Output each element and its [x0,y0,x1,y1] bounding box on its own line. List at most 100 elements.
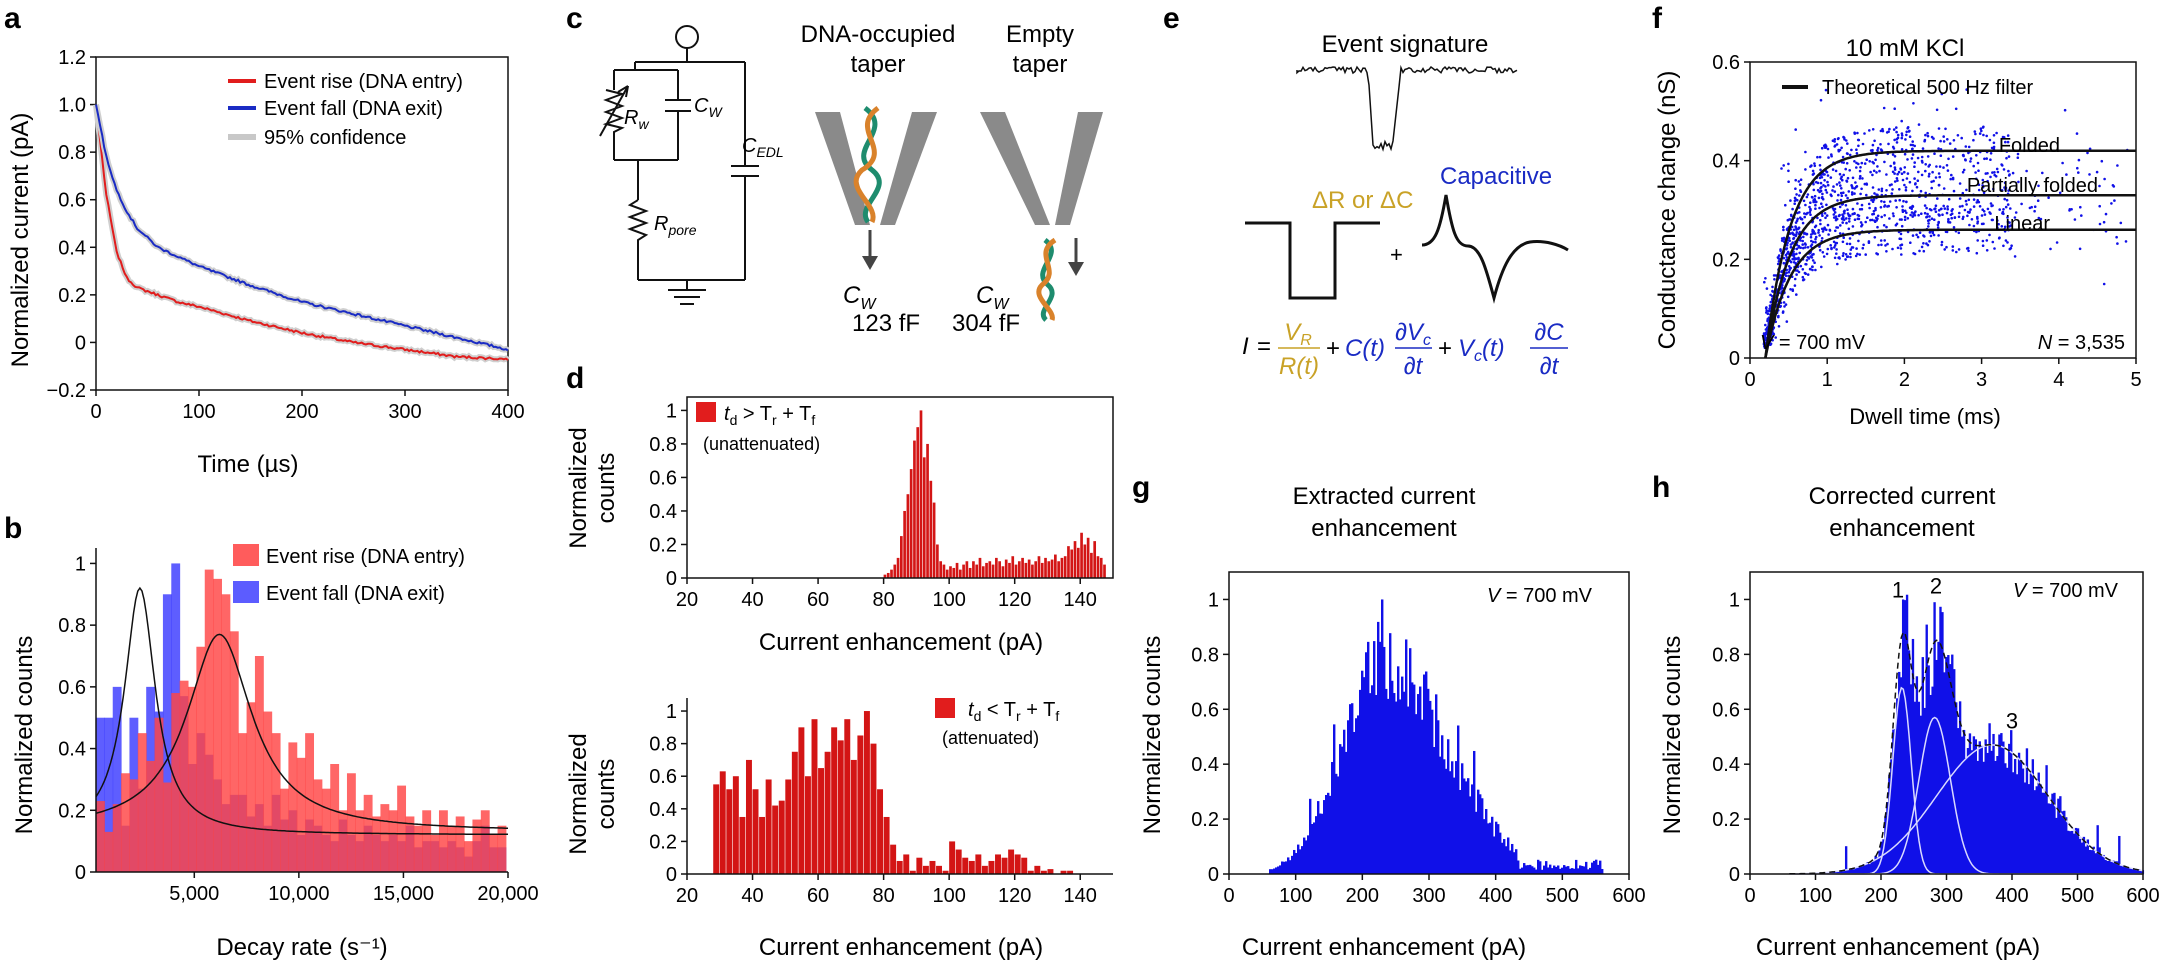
x-tick-label: 5 [2130,369,2141,391]
scatter-point [1824,88,1828,92]
scatter-point [1983,157,1986,161]
scatter-point [1836,226,1840,229]
histogram-bar [1559,868,1562,874]
histogram-bar [863,711,870,874]
eq-dt-2: ∂t [1540,353,1560,380]
scatter-point [1909,213,1912,217]
panel-h-bars [1825,594,2145,874]
scatter-point [1980,129,1983,133]
scatter-point [2014,211,2018,214]
scatter-point [1817,196,1821,200]
scatter-point [2006,241,2009,244]
scatter-point [1833,145,1836,148]
scatter-point [1877,188,1881,191]
histogram-bar [2006,767,2009,874]
histogram-bar [1361,670,1364,874]
scatter-point [1891,212,1895,215]
histogram-bar [1080,532,1083,578]
scatter-point [1991,204,1994,207]
scatter-point [1825,191,1829,194]
scatter-point [1848,169,1851,172]
histogram-bar [1001,566,1005,578]
histogram-bar [2021,768,2025,874]
histogram-bar [1415,714,1418,874]
scatter-point [2010,244,2013,247]
histogram-bar [1271,869,1274,874]
scatter-point [1996,226,1999,229]
histogram-bar [2045,765,2048,874]
histogram-bar [2033,790,2036,874]
histogram-bar [896,860,903,874]
scatter-point [1887,204,1890,208]
scatter-point [1853,192,1856,195]
histogram-bar [2139,870,2143,874]
scatter-point [1972,198,1976,201]
scatter-point [1853,212,1856,215]
scatter-point [1899,247,1903,250]
scatter-point [1982,133,1985,137]
scatter-point [1988,233,1991,237]
scatter-point [2011,171,2015,175]
scatter-point [1837,193,1840,197]
x-tick-label: 400 [491,401,524,423]
bar-rise [162,782,172,872]
histogram-bar [1307,835,1310,874]
scatter-point [2000,189,2004,192]
scatter-point [1978,205,1982,208]
scatter-point [1855,152,1859,155]
scatter-point [1809,255,1812,258]
histogram-bar [1960,736,1964,874]
bar-rise [355,810,365,872]
scatter-point [1996,170,2000,174]
histogram-bar [1843,871,1846,874]
histogram-bar [1295,853,1298,874]
dna-strand-a [1040,238,1055,322]
histogram-bar [919,410,923,578]
histogram-bar [1523,863,1526,874]
scatter-point [1934,176,1938,179]
histogram-bar [2029,773,2033,874]
histogram-bar [1397,666,1400,874]
scatter-point [1880,243,1883,247]
scatter-point [1985,249,1989,252]
histogram-bar [1939,606,1942,874]
scatter-point [1937,172,1941,175]
scatter-point [1858,177,1862,180]
histogram-bar [1008,562,1011,578]
scatter-point [2080,214,2083,217]
histogram-bar [1569,868,1572,874]
bar-rise [480,810,490,872]
panel-f-letter: f [1652,2,1663,35]
scatter-point [1821,195,1824,199]
scatter-point [1814,237,1817,241]
scatter-point [1766,319,1769,323]
histogram-bar [916,427,920,578]
scatter-point [1883,200,1886,204]
scatter-point [1997,222,2000,226]
scatter-point [1913,165,1916,168]
scatter-point [2098,184,2101,188]
scatter-point [1811,240,1815,244]
scatter-point [1871,160,1874,164]
histogram-bar [1345,751,1348,874]
histogram-bar [2051,793,2054,874]
histogram-bar [932,502,936,578]
histogram-bar [1945,657,1948,874]
histogram-bar [1491,816,1494,874]
scatter-point [1868,129,1871,132]
scatter-point [1860,187,1863,191]
panel-h-voltage: V = 700 mV [2013,580,2119,602]
histogram-bar [1357,715,1360,874]
scatter-point [2104,212,2108,216]
histogram-bar [903,510,906,578]
scatter-point [1892,162,1896,165]
histogram-bar [1921,657,1924,874]
histogram-bar [1988,723,1991,874]
histogram-bar [1964,758,1968,874]
scatter-point [1889,164,1892,168]
scatter-point [1860,161,1864,165]
histogram-bar [1317,801,1320,874]
scatter-point [1905,133,1908,137]
scatter-point [1905,211,1908,215]
scatter-point [1905,177,1909,180]
